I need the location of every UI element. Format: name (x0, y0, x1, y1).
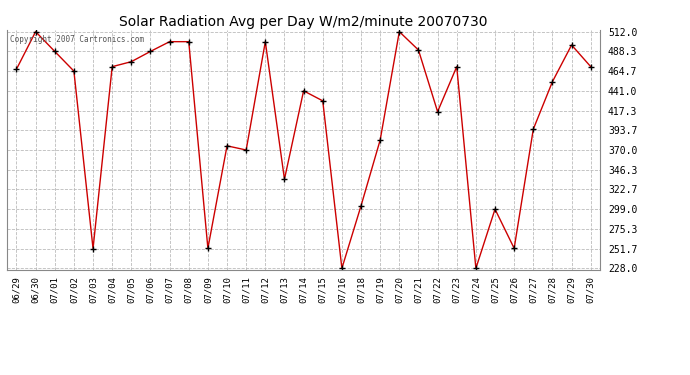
Title: Solar Radiation Avg per Day W/m2/minute 20070730: Solar Radiation Avg per Day W/m2/minute … (119, 15, 488, 29)
Text: Copyright 2007 Cartronics.com: Copyright 2007 Cartronics.com (10, 35, 144, 44)
